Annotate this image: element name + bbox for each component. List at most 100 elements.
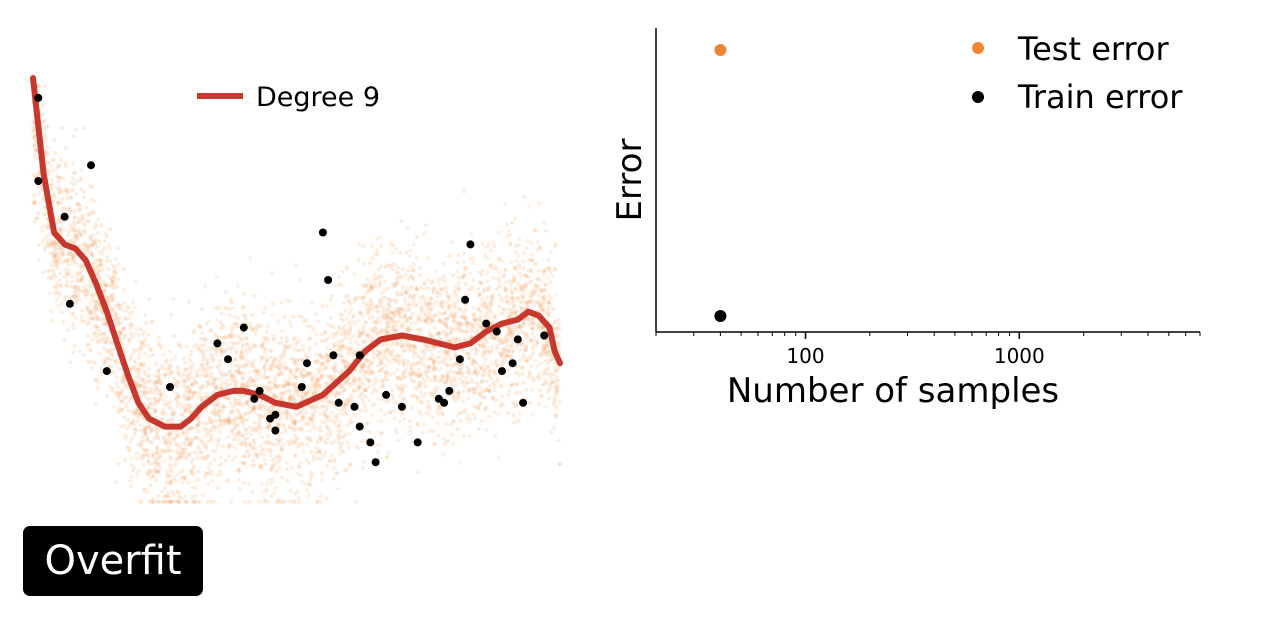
population-point (316, 319, 321, 324)
population-point (393, 262, 397, 267)
population-point (291, 427, 296, 432)
population-point (49, 186, 54, 191)
population-point (240, 439, 245, 444)
population-point (322, 331, 327, 336)
population-point (218, 429, 222, 434)
population-point (268, 364, 273, 369)
population-point (309, 405, 314, 410)
population-point (465, 351, 470, 356)
population-point (271, 441, 275, 446)
population-point (148, 386, 153, 391)
population-point (314, 450, 318, 455)
population-point (413, 292, 418, 297)
population-point (377, 297, 382, 302)
population-point (519, 307, 524, 312)
population-point (360, 283, 365, 288)
population-point (489, 309, 494, 314)
population-point (122, 316, 127, 321)
population-point (447, 254, 452, 259)
population-point (385, 312, 390, 317)
population-point (425, 400, 430, 404)
population-point (46, 160, 51, 165)
population-point (513, 404, 518, 409)
population-point (424, 373, 429, 378)
population-point (382, 313, 387, 318)
population-point (503, 295, 508, 300)
population-point (510, 400, 515, 405)
population-point (524, 344, 529, 349)
population-point (557, 462, 562, 467)
population-point (49, 243, 54, 248)
population-point (192, 328, 197, 333)
population-point (447, 348, 452, 353)
population-point (496, 285, 501, 290)
population-point (299, 426, 304, 431)
population-point (153, 426, 158, 431)
population-point (68, 296, 73, 301)
population-point (193, 499, 198, 504)
population-point (112, 278, 117, 282)
population-point (250, 489, 255, 494)
population-point (486, 372, 491, 377)
population-cloud (31, 84, 562, 504)
population-point (379, 352, 384, 357)
population-point (334, 333, 339, 338)
population-point (345, 267, 349, 272)
population-point (203, 442, 208, 447)
population-point (523, 301, 528, 306)
population-point (48, 177, 53, 182)
population-point (264, 336, 269, 341)
population-point (408, 367, 413, 372)
population-point (545, 310, 550, 315)
population-point (104, 322, 109, 326)
population-point (98, 372, 103, 376)
population-point (391, 409, 396, 414)
population-point (517, 373, 522, 378)
population-point (436, 331, 441, 336)
population-point (181, 405, 185, 409)
population-point (159, 393, 164, 398)
population-point (138, 499, 142, 504)
population-point (546, 341, 550, 346)
population-point (110, 353, 115, 358)
population-point (456, 307, 461, 311)
population-point (414, 372, 418, 377)
population-point (242, 412, 247, 416)
population-point (306, 493, 311, 498)
population-point (96, 250, 101, 255)
population-point (56, 200, 61, 205)
population-point (236, 371, 241, 376)
population-point (477, 280, 482, 285)
population-point (204, 455, 209, 460)
population-point (242, 371, 246, 376)
population-point (443, 309, 448, 314)
population-point (197, 367, 202, 372)
population-point (85, 243, 90, 248)
population-point (261, 453, 266, 458)
population-point (352, 350, 357, 355)
population-point (397, 358, 402, 363)
population-point (221, 336, 226, 341)
population-point (387, 263, 392, 268)
population-point (387, 360, 392, 365)
population-point (344, 364, 349, 369)
population-point (337, 393, 342, 397)
population-point (213, 418, 218, 423)
population-point (219, 420, 224, 425)
population-point (400, 343, 405, 348)
population-point (443, 355, 448, 360)
population-point (531, 351, 536, 356)
population-point (510, 342, 515, 347)
population-point (198, 386, 203, 391)
population-point (223, 305, 228, 310)
population-point (405, 363, 410, 368)
population-point (245, 342, 250, 347)
population-point (78, 269, 83, 274)
population-point (86, 219, 91, 224)
population-point (146, 332, 151, 337)
population-point (364, 333, 369, 338)
population-point (156, 380, 161, 385)
population-point (535, 374, 540, 379)
population-point (304, 435, 309, 440)
population-point (450, 338, 455, 343)
